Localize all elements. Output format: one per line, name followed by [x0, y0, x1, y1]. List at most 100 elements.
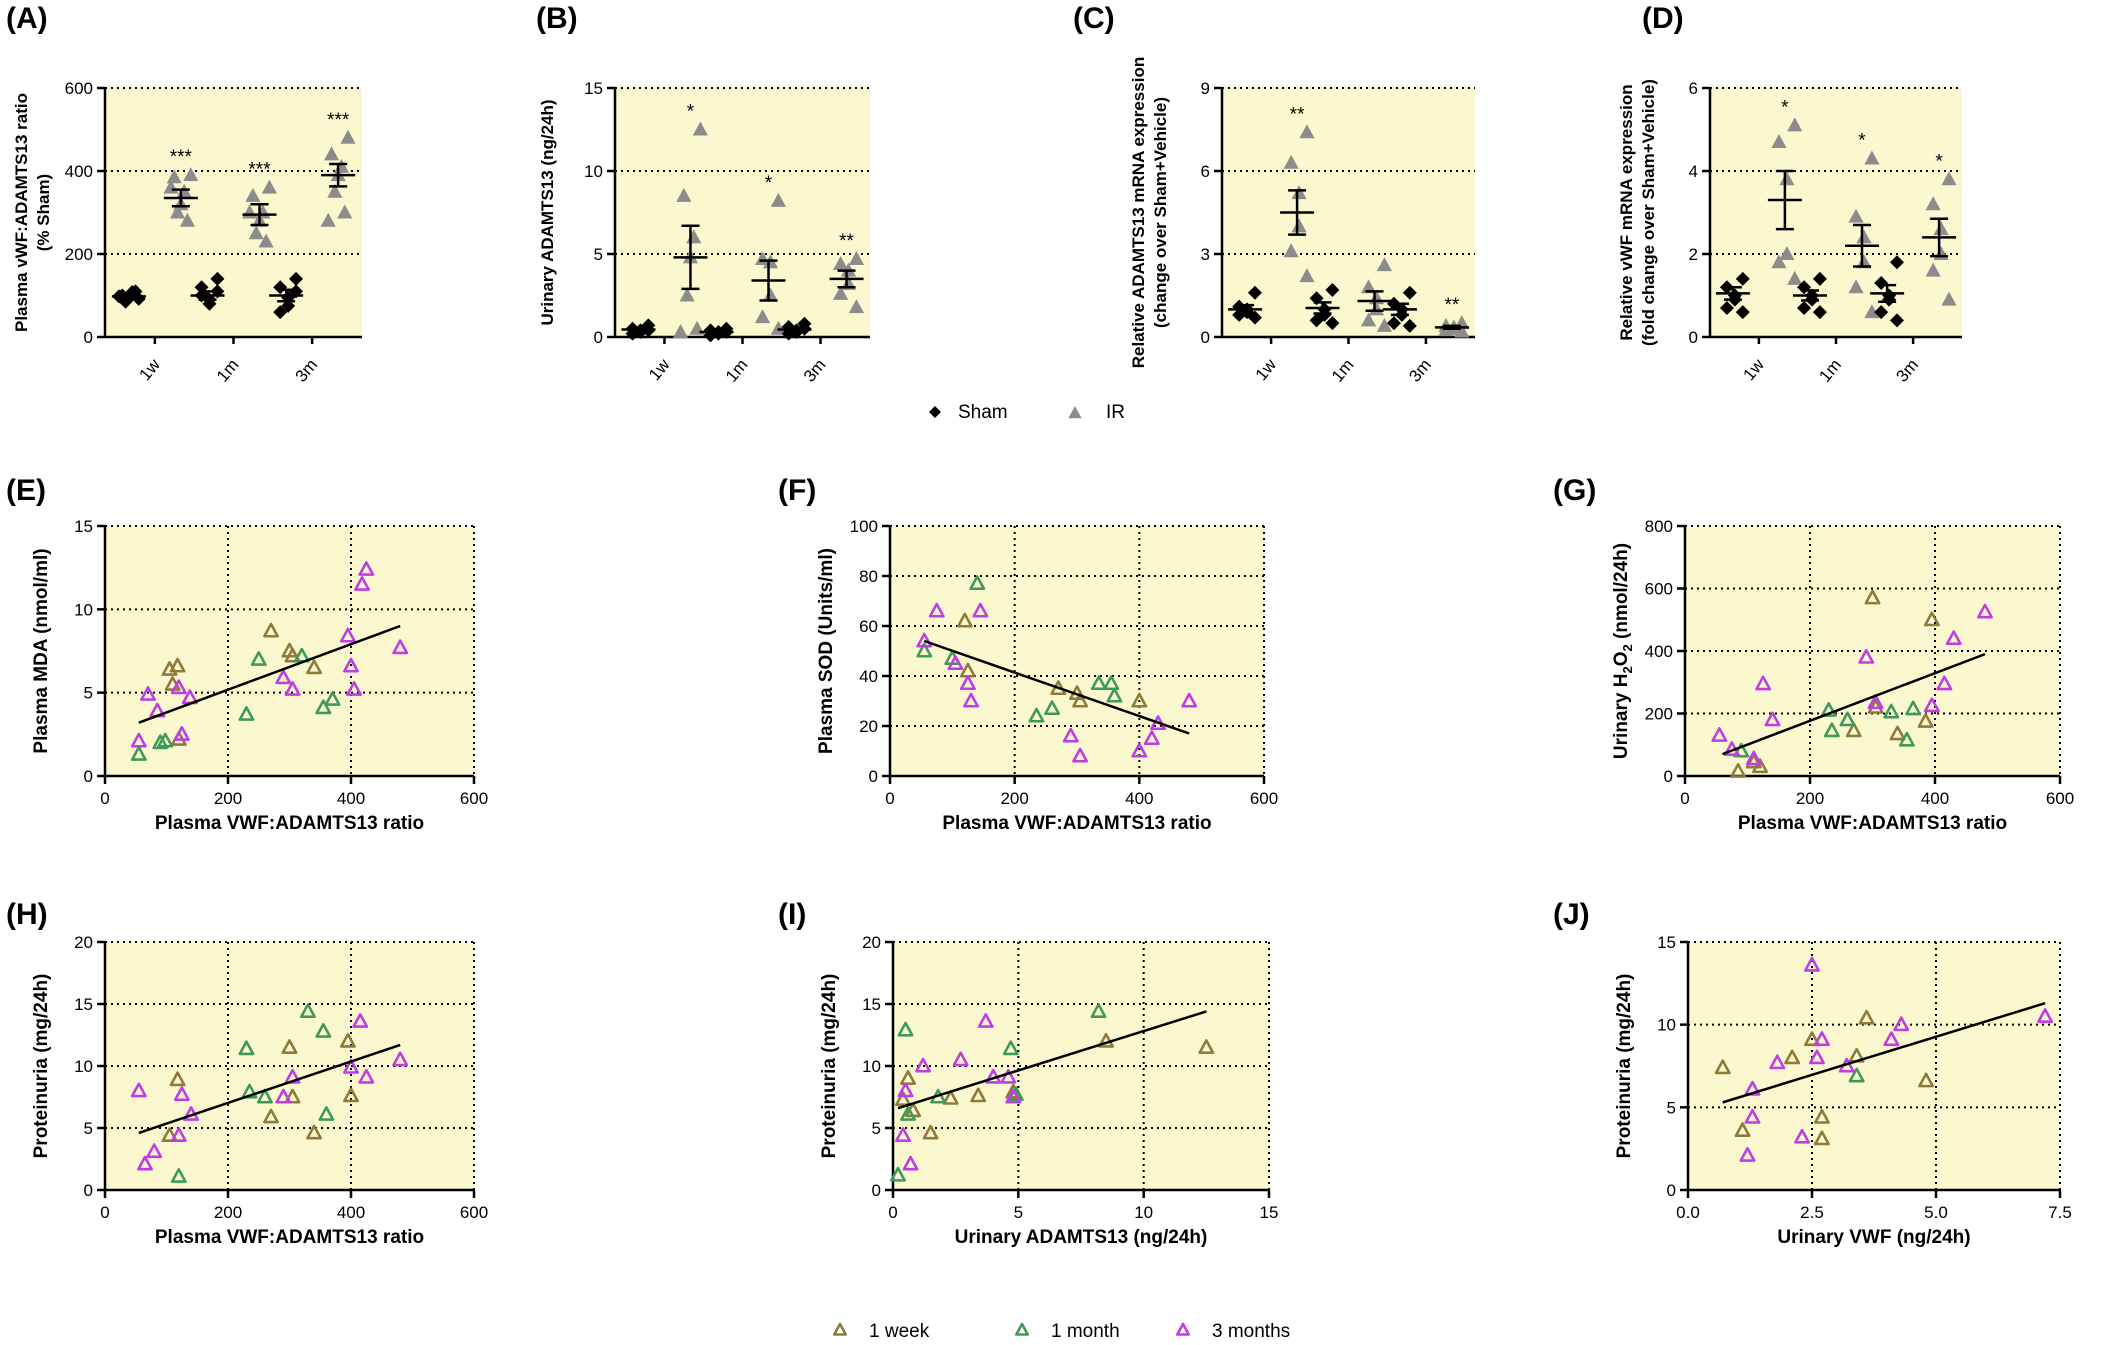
data-point-ir	[1856, 254, 1872, 269]
y-axis-label-part: 2	[1620, 644, 1635, 651]
data-point	[1143, 730, 1160, 746]
y-axis-label-part: Urinary H	[1611, 674, 1632, 760]
x-tick-label: 2.5	[1800, 1203, 1824, 1222]
data-point	[897, 1021, 914, 1037]
data-point	[170, 1127, 187, 1142]
data-point	[358, 561, 375, 576]
y-tick-label: 800	[1645, 517, 1673, 536]
data-point-ir	[770, 192, 786, 207]
data-point	[339, 1032, 356, 1048]
x-axis-label: Urinary ADAMTS13 (ng/24h)	[955, 1227, 1208, 1248]
data-point	[1005, 1088, 1022, 1104]
data-point-ir	[679, 287, 695, 302]
data-point	[970, 1087, 987, 1103]
legend-time: 1 week 1 month 3 months	[832, 1321, 1290, 1342]
data-point-ir	[1925, 262, 1941, 277]
data-point-ir	[1864, 150, 1880, 165]
panel-c: 0 3 6 9 1w 1m 3m ** ** (C) Relative ADAMTS13 mRNA …	[1073, 2, 1475, 386]
y-axis-label-part: O	[1611, 652, 1632, 667]
y-tick-label: 5	[594, 245, 603, 264]
data-point	[1883, 703, 1900, 719]
data-point	[956, 612, 973, 628]
x-tick-label: 1w	[1252, 355, 1281, 384]
y-tick-label: 10	[862, 1057, 881, 1076]
data-point	[169, 657, 186, 673]
data-point	[241, 1083, 258, 1099]
plot-area	[105, 88, 362, 337]
significance-label: **	[839, 231, 854, 252]
data-point	[1090, 675, 1107, 691]
y-tick-label: 200	[1645, 705, 1673, 724]
y-axis-label: Proteinuria (mg/24h)	[1614, 974, 1635, 1159]
data-point-sham	[1402, 318, 1417, 333]
y-tick-label: 0	[1689, 328, 1698, 347]
data-point	[169, 1071, 186, 1087]
panel-label: (D)	[1642, 2, 1684, 35]
data-point	[1044, 700, 1061, 716]
panel-label: (A)	[6, 2, 48, 35]
data-point-ir	[848, 299, 865, 314]
data-point	[1098, 1032, 1115, 1048]
y-axis-label-part: 2	[1620, 666, 1635, 673]
data-point-sham	[1874, 276, 1889, 291]
data-point	[963, 692, 979, 708]
data-point	[140, 686, 156, 701]
y-tick-label: 100	[850, 517, 878, 536]
data-point	[354, 576, 371, 591]
y-tick-label: 0	[869, 767, 878, 786]
data-point-ir	[754, 309, 771, 324]
data-point	[318, 1106, 335, 1121]
y-axis-label-part: (nmol/24h)	[1611, 543, 1632, 644]
data-point	[1744, 1108, 1761, 1124]
data-point-sham	[1247, 285, 1262, 300]
significance-label: **	[1445, 295, 1460, 316]
data-point	[959, 675, 976, 691]
data-point	[1883, 1031, 1900, 1047]
data-point-sham	[1874, 305, 1889, 320]
y-tick-label: 15	[862, 995, 881, 1014]
x-tick-label: 5.0	[1924, 1203, 1948, 1222]
data-point-ir	[832, 255, 849, 270]
x-tick-label: 0	[100, 789, 109, 808]
data-point	[1734, 1122, 1751, 1138]
data-point-sham	[1232, 307, 1247, 322]
data-point-sham	[1735, 305, 1750, 320]
data-point-ir	[1787, 270, 1803, 285]
data-point	[969, 575, 986, 591]
series-3-months	[130, 561, 409, 748]
data-point	[173, 1086, 190, 1102]
y-tick-label: 80	[859, 567, 878, 586]
y-tick-label: 600	[1645, 580, 1673, 599]
data-point	[928, 602, 945, 618]
data-point	[238, 1040, 255, 1056]
data-point-sham	[1309, 313, 1324, 328]
data-point	[1072, 747, 1089, 763]
data-point-ir	[183, 167, 199, 182]
data-point-sham	[128, 284, 143, 299]
data-point	[256, 1088, 273, 1104]
data-point	[315, 1022, 332, 1038]
data-point-sham	[1719, 300, 1734, 315]
x-tick-label: 0	[885, 789, 894, 808]
y-tick-label: 15	[584, 79, 603, 98]
data-point	[1752, 758, 1768, 774]
data-point	[1867, 694, 1884, 710]
significance-label: ***	[248, 160, 271, 181]
y-axis-label: (fold change over Sham+Vehicle)	[1639, 79, 1658, 346]
data-point	[299, 1003, 316, 1018]
y-tick-label: 10	[584, 162, 603, 181]
data-point	[1072, 692, 1089, 708]
data-point	[1917, 713, 1934, 728]
data-point	[263, 1108, 280, 1124]
x-tick-label: 600	[460, 1203, 488, 1222]
data-point-ir	[261, 179, 277, 194]
legend-label-sham: Sham	[958, 402, 1008, 423]
y-tick-label: 5	[84, 1119, 93, 1138]
y-axis-label: Proteinuria (mg/24h)	[31, 974, 52, 1159]
data-point-ir	[1848, 279, 1864, 294]
trend-line	[138, 624, 401, 724]
panel-label: (C)	[1073, 2, 1115, 35]
series-3-months	[895, 1013, 1022, 1171]
data-point-ir	[1299, 124, 1315, 139]
data-point-sham	[273, 305, 288, 320]
